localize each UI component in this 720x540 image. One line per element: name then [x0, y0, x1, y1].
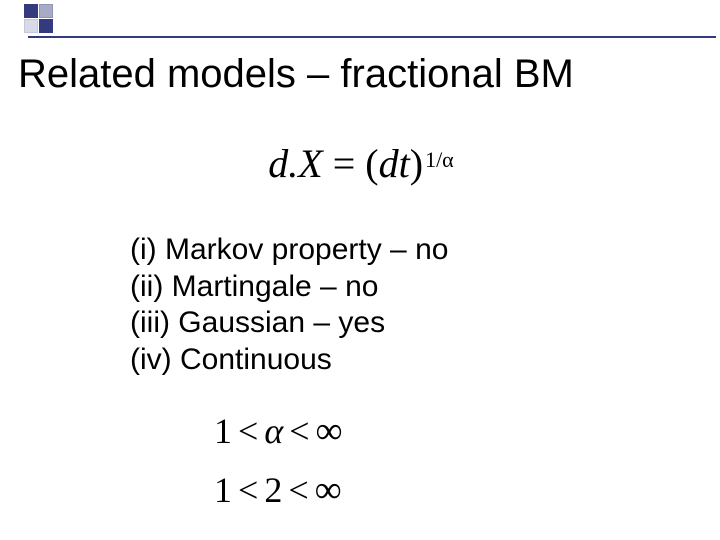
- infinity-icon: ∞: [316, 410, 343, 452]
- equation-lhs: d.X: [268, 141, 322, 186]
- bounds-mid: α: [264, 411, 283, 451]
- header-square-icon: [24, 4, 38, 18]
- equation-paren-close: ): [410, 141, 423, 186]
- bounds-row: 1<α<∞: [214, 402, 343, 461]
- equation-paren-open: (: [365, 141, 378, 186]
- bounds-mid: 2: [264, 470, 282, 510]
- header-rule: [28, 36, 716, 38]
- header-square-icon: [24, 19, 38, 33]
- less-than-icon: <: [283, 411, 315, 451]
- header-square-icon: [39, 4, 53, 18]
- equation-exponent: 1/α: [425, 147, 454, 172]
- list-item: (iii) Gaussian – yes: [130, 305, 448, 342]
- list-item: (ii) Martingale – no: [130, 269, 448, 306]
- bounds-block: 1<α<∞ 1<2<∞: [214, 402, 343, 520]
- less-than-icon: <: [282, 470, 314, 510]
- less-than-icon: <: [232, 470, 264, 510]
- slide-title: Related models – fractional BM: [18, 52, 574, 96]
- header-decoration: [0, 0, 720, 40]
- infinity-icon: ∞: [315, 469, 342, 511]
- equation-eq: =: [323, 141, 366, 186]
- header-square-icon: [39, 19, 53, 33]
- bounds-row: 1<2<∞: [214, 461, 343, 520]
- slide: Related models – fractional BM d.X = (dt…: [0, 0, 720, 540]
- properties-list: (i) Markov property – no (ii) Martingale…: [130, 232, 448, 378]
- equation-rhs-inner: dt: [379, 141, 410, 186]
- main-equation: d.X = (dt)1/α: [0, 140, 720, 187]
- list-item: (i) Markov property – no: [130, 232, 448, 269]
- list-item: (iv) Continuous: [130, 342, 448, 379]
- bounds-left: 1: [214, 411, 232, 451]
- bounds-left: 1: [214, 470, 232, 510]
- less-than-icon: <: [232, 411, 264, 451]
